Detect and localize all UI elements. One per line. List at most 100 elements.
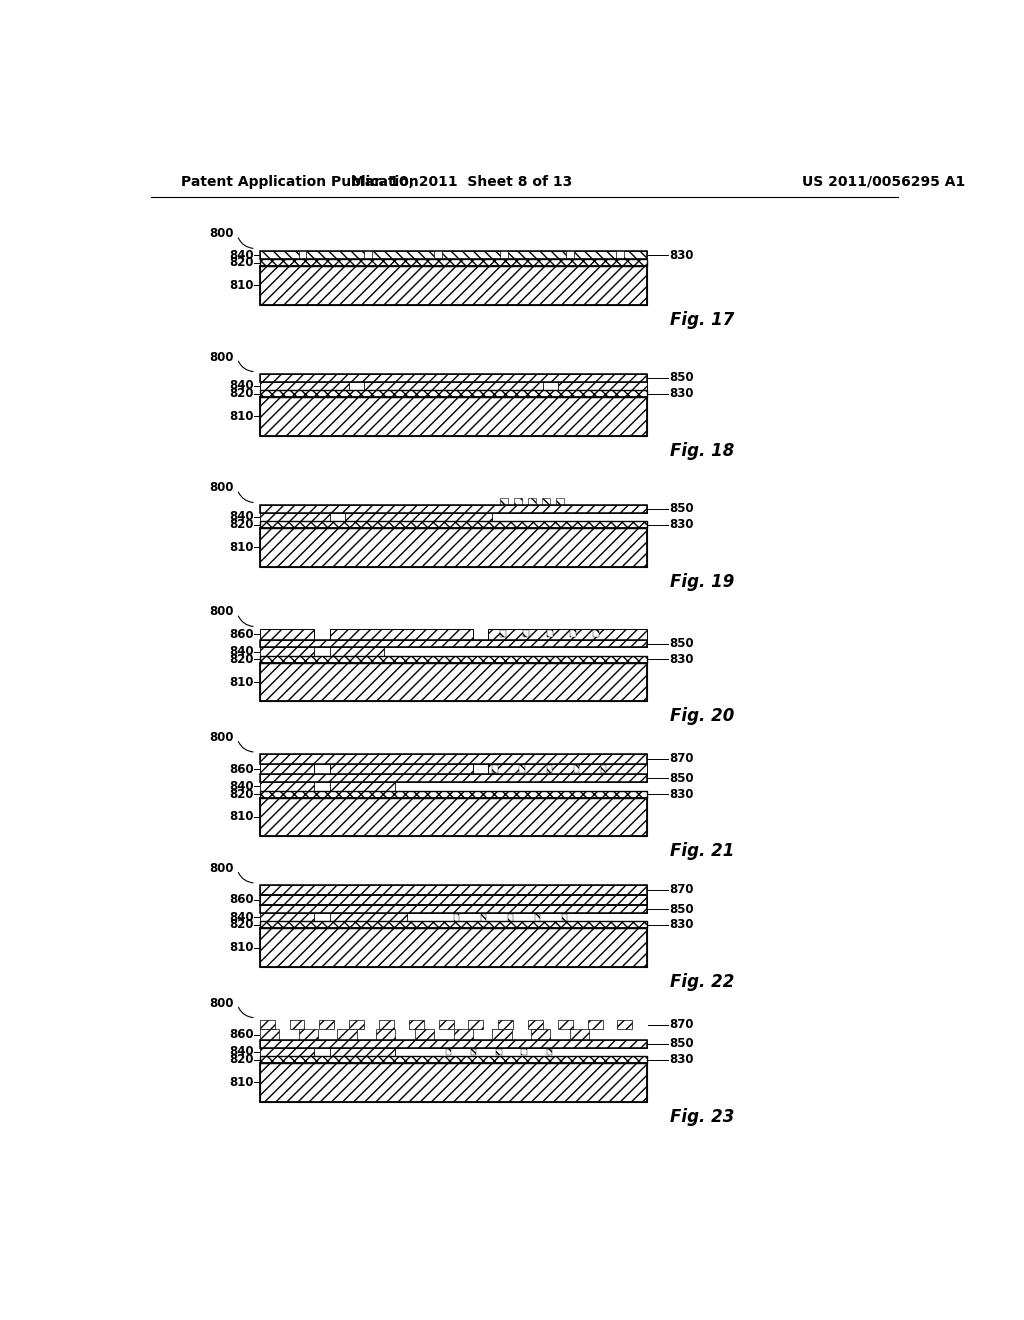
Text: 820: 820	[229, 1053, 254, 1067]
Bar	[593, 630, 599, 638]
Bar	[496, 1048, 502, 1056]
Bar	[379, 1020, 394, 1030]
Bar	[569, 1030, 589, 1040]
Bar	[542, 498, 550, 506]
Text: Fig. 18: Fig. 18	[671, 442, 735, 459]
Bar	[330, 781, 395, 791]
Text: 850: 850	[669, 772, 693, 785]
Text: 800: 800	[210, 606, 234, 619]
Bar	[260, 374, 647, 381]
Bar	[588, 1020, 602, 1030]
Text: 840: 840	[229, 911, 254, 924]
Bar	[260, 797, 647, 836]
Bar	[514, 498, 522, 506]
Bar	[547, 1048, 552, 1056]
Text: 870: 870	[669, 752, 693, 766]
Text: 820: 820	[229, 919, 254, 932]
Bar	[519, 766, 524, 774]
Bar	[445, 1048, 452, 1056]
Bar	[330, 628, 473, 640]
Bar	[260, 251, 647, 259]
Bar	[260, 628, 314, 640]
Bar	[330, 763, 473, 775]
Bar	[442, 251, 500, 259]
Bar	[260, 640, 647, 647]
Bar	[558, 381, 647, 391]
Text: 800: 800	[210, 731, 234, 744]
Bar	[471, 1048, 476, 1056]
Bar	[345, 512, 493, 521]
Text: Fig. 22: Fig. 22	[671, 973, 735, 991]
Bar	[260, 381, 647, 391]
Bar	[260, 1048, 314, 1056]
Bar	[454, 913, 459, 921]
Text: 820: 820	[229, 653, 254, 665]
Text: 840: 840	[229, 379, 254, 392]
Bar	[260, 397, 647, 436]
Text: 860: 860	[229, 1028, 254, 1041]
Bar	[260, 1020, 274, 1030]
Bar	[409, 1020, 424, 1030]
Bar	[290, 1020, 304, 1030]
Text: 830: 830	[669, 517, 693, 531]
Bar	[454, 1030, 473, 1040]
Bar	[573, 766, 579, 774]
Bar	[330, 913, 407, 921]
Bar	[528, 498, 537, 506]
Text: 800: 800	[210, 997, 234, 1010]
Text: 830: 830	[669, 788, 693, 800]
Bar	[260, 928, 647, 966]
Bar	[376, 1030, 395, 1040]
Bar	[260, 528, 647, 566]
Bar	[260, 791, 647, 797]
Bar	[468, 1020, 483, 1030]
Bar	[330, 647, 384, 656]
Bar	[260, 895, 647, 906]
Bar	[260, 521, 647, 528]
Bar	[260, 781, 314, 791]
Bar	[569, 630, 575, 638]
Bar	[528, 1020, 543, 1030]
Bar	[488, 628, 647, 640]
Text: 860: 860	[229, 628, 254, 640]
Text: 810: 810	[229, 1076, 254, 1089]
Text: 830: 830	[669, 248, 693, 261]
Bar	[260, 755, 647, 763]
Bar	[573, 251, 616, 259]
Bar	[260, 259, 647, 267]
Bar	[260, 886, 647, 895]
Text: Fig. 17: Fig. 17	[671, 312, 735, 329]
Bar	[260, 528, 647, 566]
Bar	[260, 259, 647, 267]
Bar	[260, 647, 314, 656]
Bar	[260, 397, 647, 436]
Text: 810: 810	[229, 279, 254, 292]
Bar	[438, 1020, 454, 1030]
Bar	[260, 913, 314, 921]
Bar	[330, 1048, 395, 1056]
Bar	[306, 251, 365, 259]
Bar	[508, 913, 513, 921]
Bar	[337, 1030, 356, 1040]
Bar	[260, 656, 647, 663]
Text: 800: 800	[210, 482, 234, 495]
Bar	[260, 1056, 647, 1063]
Bar	[319, 1020, 334, 1030]
Text: 820: 820	[229, 517, 254, 531]
Text: Mar. 10, 2011  Sheet 8 of 13: Mar. 10, 2011 Sheet 8 of 13	[350, 174, 571, 189]
Text: 850: 850	[669, 371, 693, 384]
Bar	[493, 766, 498, 774]
Bar	[260, 267, 647, 305]
Bar	[260, 663, 647, 701]
Text: Fig. 19: Fig. 19	[671, 573, 735, 590]
Bar	[260, 381, 349, 391]
Bar	[365, 381, 543, 391]
Text: 830: 830	[669, 387, 693, 400]
Bar	[547, 766, 552, 774]
Bar	[260, 906, 647, 913]
Bar	[260, 1063, 647, 1102]
Text: 810: 810	[229, 409, 254, 422]
Text: 830: 830	[669, 919, 693, 932]
Bar	[493, 1030, 512, 1040]
Text: 800: 800	[210, 862, 234, 875]
